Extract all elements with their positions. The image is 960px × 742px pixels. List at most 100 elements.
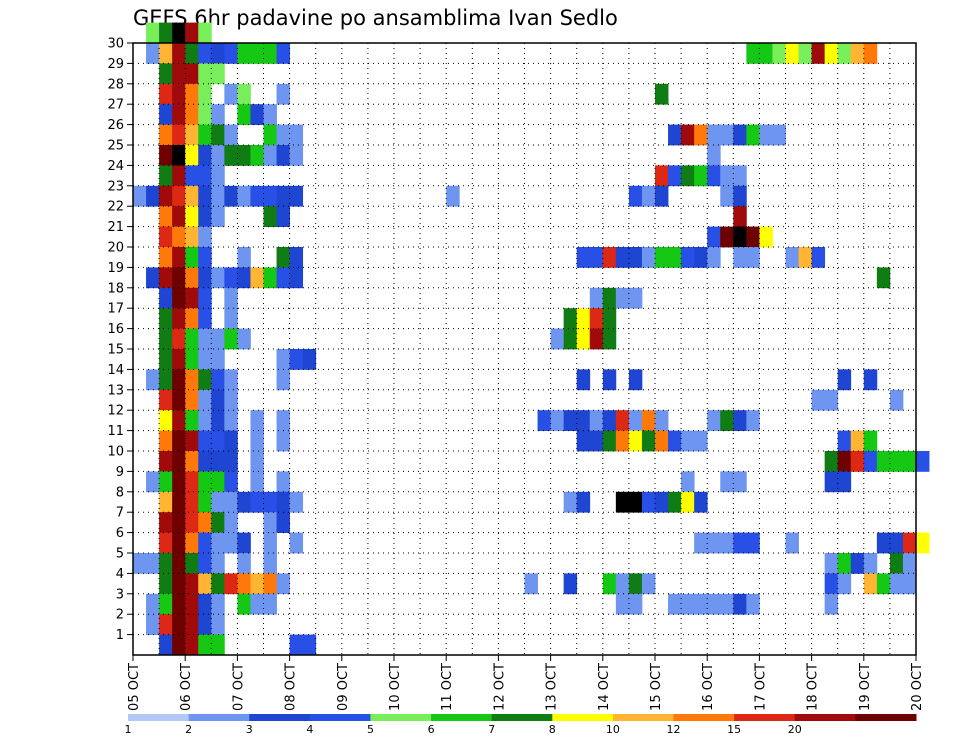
heatmap-cell bbox=[602, 573, 617, 595]
heatmap-cell bbox=[902, 532, 917, 554]
heatmap-cell bbox=[681, 430, 695, 452]
heatmap-cell bbox=[576, 308, 591, 329]
heatmap-cell bbox=[185, 410, 199, 431]
heatmap-cell bbox=[172, 206, 186, 227]
heatmap-cell bbox=[185, 389, 199, 411]
heatmap-cell bbox=[694, 430, 708, 452]
heatmap-cell bbox=[185, 349, 199, 370]
heatmap-cell bbox=[146, 553, 160, 574]
heatmap-cell bbox=[185, 43, 199, 64]
heatmap-cell bbox=[198, 553, 212, 574]
heatmap-cell bbox=[211, 328, 225, 350]
heatmap-cell bbox=[668, 491, 682, 513]
heatmap-cell bbox=[746, 247, 760, 268]
heatmap-cell bbox=[185, 593, 199, 615]
heatmap-cell bbox=[720, 124, 734, 146]
heatmap-cell bbox=[863, 430, 878, 452]
heatmap-cell bbox=[237, 328, 251, 350]
heatmap-cell bbox=[224, 145, 238, 166]
heatmap-cell bbox=[198, 491, 212, 513]
heatmap-cell bbox=[159, 512, 173, 533]
heatmap-cell bbox=[172, 226, 186, 248]
heatmap-cell bbox=[811, 247, 826, 268]
heatmap-cell bbox=[615, 573, 630, 595]
heatmap-cell bbox=[172, 389, 186, 411]
heatmap-cell bbox=[133, 185, 147, 207]
heatmap-cell bbox=[185, 247, 199, 268]
legend-swatch bbox=[734, 714, 796, 721]
heatmap-cell bbox=[159, 430, 173, 452]
y-tick-label: 24 bbox=[107, 159, 124, 174]
legend-swatch bbox=[309, 714, 371, 721]
heatmap-cell bbox=[198, 124, 212, 146]
heatmap-cell bbox=[185, 491, 199, 513]
heatmap-cell bbox=[850, 43, 865, 64]
heatmap-cell bbox=[159, 185, 173, 207]
heatmap-cell bbox=[159, 22, 173, 44]
heatmap-cells bbox=[133, 22, 930, 656]
heatmap-cell bbox=[146, 22, 160, 44]
heatmap-cell bbox=[159, 43, 173, 64]
heatmap-cell bbox=[772, 43, 786, 64]
heatmap-cell bbox=[276, 43, 290, 64]
heatmap-cell bbox=[668, 247, 682, 268]
heatmap-cell bbox=[746, 124, 760, 146]
legend-label: 3 bbox=[246, 723, 253, 736]
heatmap-cell bbox=[198, 349, 212, 370]
heatmap-cell bbox=[798, 247, 812, 268]
heatmap-cell bbox=[172, 573, 186, 595]
heatmap-cell bbox=[628, 430, 643, 452]
x-tick-label: 09 OCT bbox=[336, 663, 351, 711]
heatmap-cell bbox=[159, 349, 173, 370]
heatmap-cell bbox=[641, 410, 656, 431]
heatmap-cell bbox=[837, 553, 852, 574]
heatmap-cell bbox=[211, 491, 225, 513]
heatmap-cell bbox=[159, 247, 173, 268]
heatmap-cell bbox=[628, 369, 643, 391]
legend-label: 20 bbox=[788, 723, 802, 736]
heatmap-cell bbox=[263, 573, 277, 595]
heatmap-cell bbox=[224, 308, 238, 329]
x-tick-label: 12 OCT bbox=[492, 663, 507, 711]
heatmap-cell bbox=[733, 593, 747, 615]
heatmap-cell bbox=[889, 532, 904, 554]
heatmap-cell bbox=[694, 247, 708, 268]
y-tick-label: 29 bbox=[107, 57, 124, 72]
heatmap-cell bbox=[276, 185, 290, 207]
heatmap-cell bbox=[289, 145, 304, 166]
heatmap-cell bbox=[237, 43, 251, 64]
heatmap-cell bbox=[707, 226, 721, 248]
heatmap-cell bbox=[811, 389, 826, 411]
heatmap-cell bbox=[198, 308, 212, 329]
heatmap-cell bbox=[302, 349, 317, 370]
heatmap-cell bbox=[172, 165, 186, 187]
heatmap-cell bbox=[211, 471, 225, 493]
heatmap-cell bbox=[172, 471, 186, 493]
heatmap-cell bbox=[159, 553, 173, 574]
heatmap-cell bbox=[250, 491, 264, 513]
heatmap-cell bbox=[576, 328, 591, 350]
legend-label: 12 bbox=[667, 723, 681, 736]
heatmap-cell bbox=[211, 206, 225, 227]
heatmap-cell bbox=[198, 451, 212, 472]
heatmap-cell bbox=[237, 553, 251, 574]
heatmap-cell bbox=[289, 349, 304, 370]
heatmap-cell bbox=[198, 614, 212, 635]
heatmap-cell bbox=[302, 634, 317, 656]
y-tick-label: 3 bbox=[116, 587, 124, 602]
heatmap-cell bbox=[159, 206, 173, 227]
heatmap-cell bbox=[628, 185, 643, 207]
heatmap-cell bbox=[198, 532, 212, 554]
heatmap-cell bbox=[211, 43, 225, 64]
heatmap-cell bbox=[185, 451, 199, 472]
heatmap-cell bbox=[159, 634, 173, 656]
heatmap-cell bbox=[172, 328, 186, 350]
heatmap-cell bbox=[185, 369, 199, 391]
heatmap-cell bbox=[289, 124, 304, 146]
heatmap-cell bbox=[237, 532, 251, 554]
heatmap-cell bbox=[641, 491, 656, 513]
heatmap-cell bbox=[655, 247, 669, 268]
heatmap-cell bbox=[211, 63, 225, 85]
heatmap-cell bbox=[759, 43, 773, 64]
heatmap-cell bbox=[172, 43, 186, 64]
